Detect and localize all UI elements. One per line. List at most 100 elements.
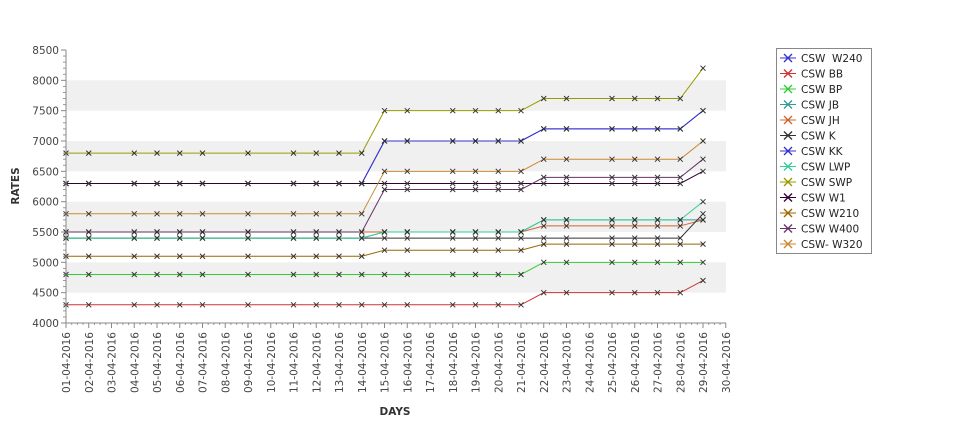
- y-tick-label: 8000: [32, 75, 59, 87]
- data-point: [176, 210, 183, 217]
- data-point: [290, 301, 297, 308]
- data-point: [609, 95, 615, 102]
- legend-label: CSW W400: [801, 224, 859, 236]
- series-line: [66, 261, 703, 275]
- legend-label: CSW W1: [801, 193, 846, 205]
- data-point: [472, 247, 479, 254]
- data-point: [654, 289, 661, 296]
- data-point: [563, 156, 570, 163]
- data-point: [495, 180, 502, 187]
- data-point: [381, 271, 388, 278]
- data-point: [358, 235, 365, 241]
- data-point: [700, 65, 706, 72]
- data-point: [609, 156, 615, 163]
- grid-bands: [66, 80, 726, 293]
- data-point: [154, 210, 160, 217]
- data-point: [404, 229, 411, 235]
- x-tick-label: 17-04-2016: [425, 332, 437, 393]
- data-point: [700, 138, 706, 144]
- data-point: [290, 210, 297, 217]
- data-point: [495, 301, 502, 308]
- data-point: [472, 168, 479, 175]
- data-point: [518, 138, 524, 144]
- x-tick-label: 04-04-2016: [129, 332, 141, 393]
- y-axis-title: RATES: [10, 167, 22, 204]
- data-point: [245, 235, 251, 241]
- data-point: [540, 180, 547, 187]
- legend-item: CSW JB: [780, 100, 839, 112]
- grid-band: [66, 80, 726, 111]
- data-point: [563, 289, 570, 296]
- x-tick-label: 29-04-2016: [698, 332, 710, 393]
- data-point: [290, 150, 297, 156]
- data-point: [358, 301, 365, 308]
- data-point: [245, 253, 251, 260]
- data-point: [631, 174, 638, 181]
- data-point: [700, 156, 706, 163]
- data-point: [85, 253, 92, 260]
- grid-band: [66, 141, 726, 172]
- data-point: [540, 259, 547, 266]
- data-point: [518, 271, 524, 278]
- data-point: [677, 217, 684, 223]
- data-point: [609, 259, 615, 266]
- data-point: [677, 156, 684, 163]
- data-point: [176, 229, 183, 235]
- data-point: [540, 217, 547, 223]
- data-point: [381, 168, 388, 175]
- data-point: [654, 180, 661, 187]
- data-point: [199, 271, 206, 278]
- data-point: [336, 253, 342, 260]
- data-point: [518, 247, 524, 254]
- data-point: [700, 217, 706, 223]
- data-point: [85, 210, 92, 217]
- data-point: [313, 271, 320, 278]
- grid-band: [66, 262, 726, 293]
- data-point: [700, 210, 706, 217]
- legend-label: CSW LWP: [801, 162, 850, 174]
- data-point: [563, 180, 570, 187]
- data-point: [245, 229, 251, 235]
- data-point: [654, 223, 661, 229]
- data-point: [245, 150, 251, 156]
- data-point: [131, 271, 138, 278]
- data-point: [336, 150, 342, 156]
- data-point: [449, 138, 456, 144]
- x-tick-label: 23-04-2016: [562, 332, 574, 393]
- y-tick-label: 7500: [32, 106, 59, 118]
- data-point: [495, 247, 502, 254]
- data-point: [313, 235, 320, 241]
- legend-items: CSW W240 CSW BB CSW BP CSW JB CSW JH CSW K CSW…: [780, 53, 863, 251]
- data-point: [313, 301, 320, 308]
- data-point: [518, 301, 524, 308]
- data-point: [449, 107, 456, 114]
- data-point: [176, 301, 183, 308]
- data-point: [563, 126, 570, 132]
- data-point: [404, 107, 411, 114]
- data-point: [677, 180, 684, 187]
- data-point: [631, 126, 638, 132]
- x-tick-label: 19-04-2016: [471, 332, 483, 393]
- data-point: [700, 198, 706, 205]
- x-tick-label: 24-04-2016: [584, 332, 596, 393]
- data-point: [563, 174, 570, 181]
- data-point: [131, 253, 138, 260]
- data-point: [540, 174, 547, 181]
- legend-label: CSW W240: [801, 53, 862, 65]
- data-point: [336, 229, 342, 235]
- x-tick-label: 18-04-2016: [448, 332, 460, 393]
- x-tick-label: 30-04-2016: [721, 332, 733, 393]
- x-tick-label: 27-04-2016: [653, 332, 665, 393]
- data-point: [449, 168, 456, 175]
- data-point: [336, 180, 342, 187]
- data-point: [131, 150, 138, 156]
- data-point: [199, 301, 206, 308]
- data-point: [700, 241, 706, 247]
- data-point: [563, 259, 570, 266]
- x-tick-label: 13-04-2016: [334, 332, 346, 393]
- data-point: [472, 138, 479, 144]
- data-point: [290, 235, 297, 241]
- data-point: [563, 217, 570, 223]
- y-tick-label: 5000: [32, 257, 59, 269]
- legend-item: CSW W1: [780, 193, 846, 205]
